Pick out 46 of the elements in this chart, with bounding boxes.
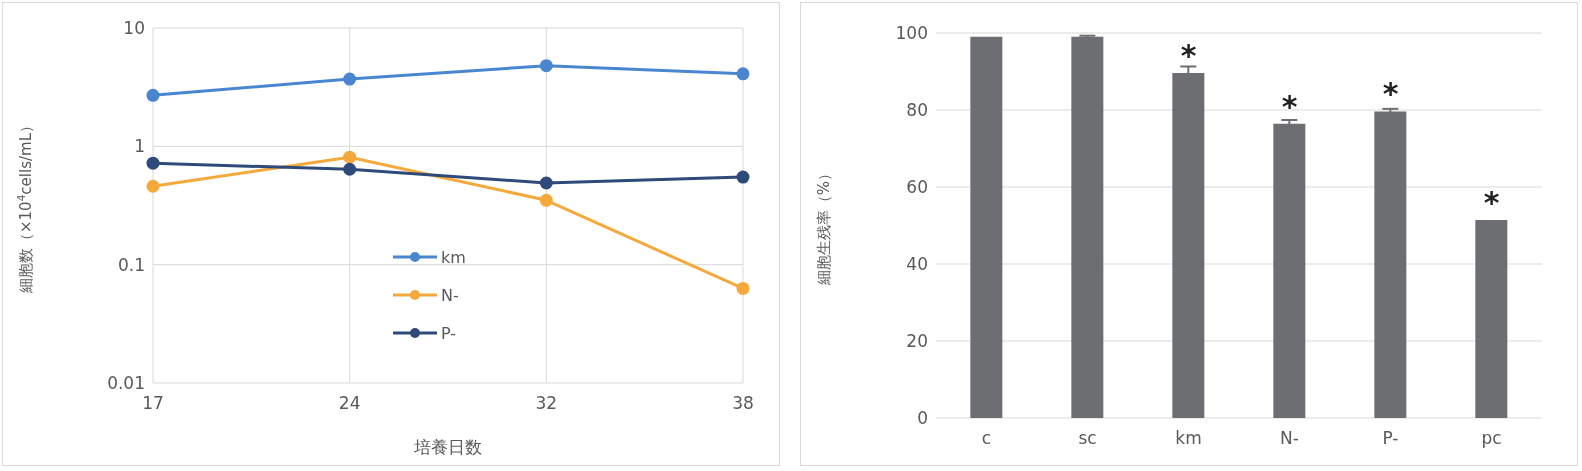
y-tick-label: 80	[906, 100, 928, 121]
point	[736, 67, 750, 81]
point	[736, 170, 750, 184]
y-tick-label: 20	[906, 331, 928, 352]
annotation: *	[1281, 88, 1298, 124]
point	[539, 176, 553, 190]
x-tick-label: 24	[338, 393, 361, 414]
y-tick-label: 60	[906, 177, 928, 198]
point	[146, 156, 160, 170]
y-axis-title: 細胞生残率（%）	[815, 165, 833, 287]
y-tick-label: 10	[123, 18, 145, 39]
point	[736, 281, 750, 295]
legend-label: km	[441, 247, 466, 267]
y-tick-label: 40	[906, 254, 928, 275]
annotation: *	[1483, 184, 1500, 220]
point	[343, 162, 357, 176]
y-tick-label: 0	[917, 408, 928, 429]
x-axis-title: 培養日数	[413, 437, 482, 457]
bar	[1071, 36, 1104, 418]
bar	[1374, 111, 1407, 418]
x-tick-label: c	[981, 428, 992, 449]
x-tick-label: 17	[142, 393, 164, 414]
point	[146, 88, 160, 102]
x-tick-label: pc	[1481, 428, 1502, 449]
point	[539, 59, 553, 73]
annotation: *	[1382, 76, 1399, 112]
point	[343, 72, 357, 86]
point	[539, 193, 553, 207]
y-tick-label: 0.01	[107, 373, 145, 394]
x-tick-label: km	[1175, 428, 1202, 449]
annotation: *	[1180, 37, 1197, 73]
legend-label: N-	[441, 285, 459, 305]
x-tick-label: 32	[535, 393, 558, 414]
bar	[1475, 220, 1508, 418]
point	[343, 150, 357, 164]
x-tick-label: P-	[1382, 428, 1399, 449]
x-tick-label: N-	[1280, 428, 1299, 449]
y-tick-label: 100	[895, 23, 928, 44]
point	[146, 179, 160, 193]
legend-label: P-	[441, 323, 457, 343]
y-tick-label: 0.1	[117, 254, 145, 275]
bar	[1273, 123, 1306, 418]
bar	[970, 36, 1003, 418]
y-tick-label: 1	[134, 136, 145, 157]
x-tick-label: sc	[1078, 428, 1097, 449]
x-tick-label: 38	[732, 393, 754, 414]
